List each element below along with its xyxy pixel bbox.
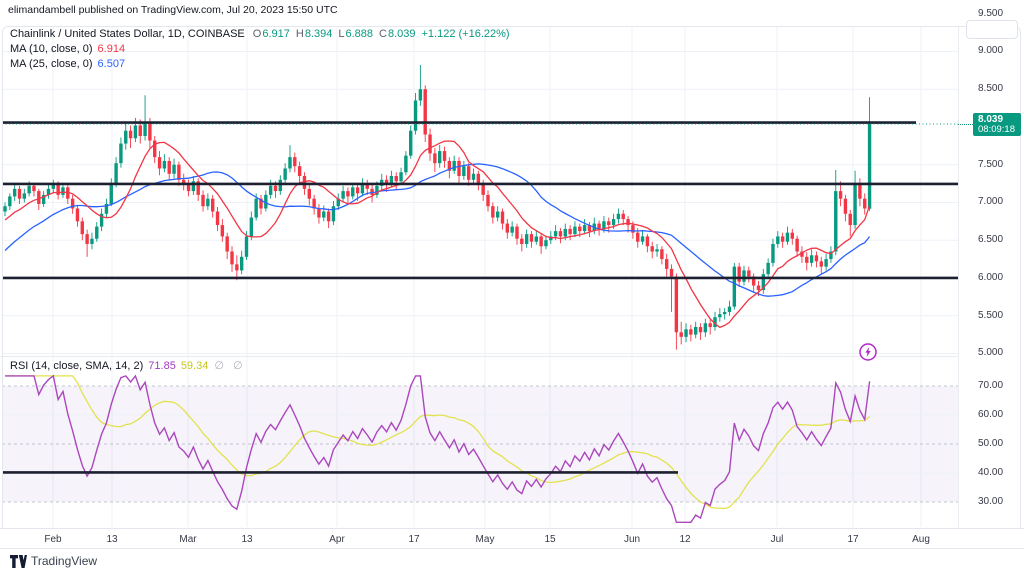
chart-canvas[interactable] [0, 0, 958, 548]
time-axis[interactable]: Feb 13 Mar 13 Apr 17 May 15 Jun 12 Jul 17 Aug [0, 528, 1024, 549]
price-tick-label: 5.000 [978, 347, 1004, 359]
time-tick-label: 13 [106, 534, 118, 545]
last-price-badge: 8.039 08:09:18 [973, 113, 1021, 136]
time-tick-label: Apr [329, 534, 345, 545]
ma25-value: 6.507 [97, 58, 126, 70]
last-price-dotted-extension [958, 124, 973, 125]
ohlc-low-label: L [338, 28, 345, 40]
ohlc-open-value: 6.917 [262, 28, 290, 40]
price-axis[interactable]: 8.039 08:09:18 9.500 9.000 8.500 7.500 7.000… [958, 0, 1024, 548]
time-tick-label: 17 [408, 534, 420, 545]
time-tick-label: Jul [770, 534, 784, 545]
symbol-legend: Chainlink / United States Dollar, 1D, CO… [10, 27, 510, 72]
time-tick-label: Feb [44, 534, 62, 545]
time-tick-label: Mar [179, 534, 197, 545]
time-tick-label: Jun [623, 534, 641, 545]
symbol-title[interactable]: Chainlink / United States Dollar, 1D, CO… [10, 28, 245, 40]
price-tick-label: 9.500 [978, 7, 1004, 19]
ohlc-low-value: 6.888 [345, 28, 373, 40]
tradingview-wordmark[interactable]: TradingView [31, 554, 98, 568]
rsi-tick-label: 50.00 [978, 438, 1004, 449]
last-price-value: 8.039 [978, 114, 1004, 125]
price-axis-border [958, 26, 959, 546]
time-tick-label: 12 [679, 534, 691, 545]
lightning-icon[interactable] [858, 342, 878, 362]
time-tick-label: 17 [847, 534, 859, 545]
price-tick-label: 5.500 [978, 309, 1004, 321]
ma10-value: 6.914 [97, 43, 126, 55]
legend-row-symbol[interactable]: Chainlink / United States Dollar, 1D, CO… [10, 27, 510, 42]
rsi-value: 71.85 [148, 360, 176, 372]
ohlc-close-value: 8.039 [387, 28, 416, 40]
rsi-sma-value: 59.34 [180, 360, 209, 372]
ma10-label: MA (10, close, 0) [10, 43, 93, 55]
ma25-legend-row[interactable]: MA (25, close, 0) 6.507 [10, 57, 510, 72]
price-tick-label: 7.500 [978, 158, 1004, 170]
rsi-tick-label: 40.00 [978, 467, 1004, 478]
tradingview-logo[interactable] [10, 555, 27, 568]
price-tick-label: 7.000 [978, 196, 1004, 208]
rsi-tick-label: 30.00 [978, 496, 1004, 507]
footer: TradingView [0, 548, 1024, 573]
time-tick-label: May [475, 534, 495, 545]
time-tick-label: 13 [241, 534, 253, 545]
ma25-label: MA (25, close, 0) [10, 58, 93, 70]
ohlc-high-label: H [295, 28, 304, 40]
rsi-tick-label: 60.00 [978, 409, 1004, 420]
rsi-tick-label: 70.00 [978, 380, 1004, 391]
rsi-empty-values: ∅ ∅ [214, 360, 246, 372]
rsi-label: RSI (14, close, SMA, 14, 2) [10, 360, 144, 372]
ohlc-high-value: 8.394 [304, 28, 333, 40]
ohlc-close-label: C [379, 28, 387, 40]
ma10-legend-row[interactable]: MA (10, close, 0) 6.914 [10, 42, 510, 57]
bar-countdown: 08:09:18 [978, 124, 1015, 135]
price-tick-label: 6.000 [978, 271, 1004, 283]
rsi-legend[interactable]: RSI (14, close, SMA, 14, 2) 71.85 59.34 ∅ ∅ [10, 359, 246, 372]
ohlc-open-label: O [252, 28, 262, 40]
change-value: +1.122 (+16.22%) [421, 28, 510, 40]
axis-settings-box[interactable] [966, 20, 1018, 39]
time-tick-label: 15 [544, 534, 556, 545]
time-tick-label: Aug [912, 534, 930, 545]
price-tick-label: 9.000 [978, 45, 1004, 57]
price-tick-label: 6.500 [978, 234, 1004, 246]
price-tick-label: 8.500 [978, 83, 1004, 95]
publish-header: elimandambell published on TradingView.c… [8, 4, 338, 16]
